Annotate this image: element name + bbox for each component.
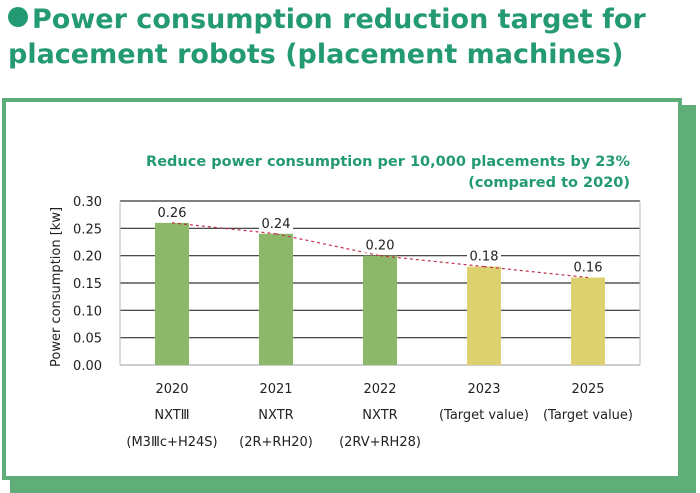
x-category-year: 2025	[571, 382, 604, 397]
x-category-line3: (2RV+RH28)	[339, 435, 421, 450]
data-label-bg	[571, 258, 605, 275]
bar	[363, 255, 397, 365]
data-label: 0.24	[262, 217, 291, 232]
y-tick-label: 0.30	[73, 195, 102, 210]
x-category-line2: NXTR	[258, 408, 293, 423]
data-label-bg	[259, 214, 293, 231]
data-label-bg	[155, 203, 189, 220]
x-category-line3: (M3Ⅲc+H24S)	[126, 435, 217, 450]
title-line-1: Power consumption reduction target for	[32, 4, 646, 35]
data-label: 0.16	[574, 261, 603, 276]
y-tick-label: 0.10	[73, 304, 102, 319]
x-category-line2: NXTⅢ	[154, 408, 189, 423]
x-category-year: 2020	[155, 382, 188, 397]
chart-subtitle-line-1: Reduce power consumption per 10,000 plac…	[146, 154, 630, 170]
y-tick-label: 0.25	[73, 222, 102, 237]
data-label: 0.26	[158, 206, 187, 221]
x-category-line3: (2R+RH20)	[239, 435, 313, 450]
x-category-line2: (Target value)	[439, 408, 529, 423]
bar	[571, 277, 605, 365]
y-tick-label: 0.20	[73, 250, 102, 265]
y-tick-label: 0.00	[73, 359, 102, 374]
x-category-year: 2023	[467, 382, 500, 397]
bar	[467, 266, 501, 365]
title-line-2: placement robots (placement machines)	[8, 39, 624, 70]
chart-subtitle-line-2: (compared to 2020)	[468, 175, 630, 191]
x-category-line2: (Target value)	[543, 408, 633, 423]
data-label-bg	[363, 236, 397, 253]
y-tick-label: 0.15	[73, 277, 102, 292]
bar	[259, 233, 293, 365]
page-title: Power consumption reduction target for p…	[8, 2, 688, 72]
bullet-icon	[8, 7, 28, 27]
y-axis-label: Power consumption [kw]	[49, 207, 64, 367]
data-label-bg	[467, 247, 501, 264]
bar	[155, 222, 189, 365]
y-tick-label: 0.05	[73, 332, 102, 347]
x-category-year: 2022	[363, 382, 396, 397]
data-label: 0.20	[366, 239, 395, 254]
x-category-line2: NXTR	[362, 408, 397, 423]
data-label: 0.18	[470, 250, 499, 265]
x-category-year: 2021	[259, 382, 292, 397]
chart-panel	[2, 98, 682, 480]
